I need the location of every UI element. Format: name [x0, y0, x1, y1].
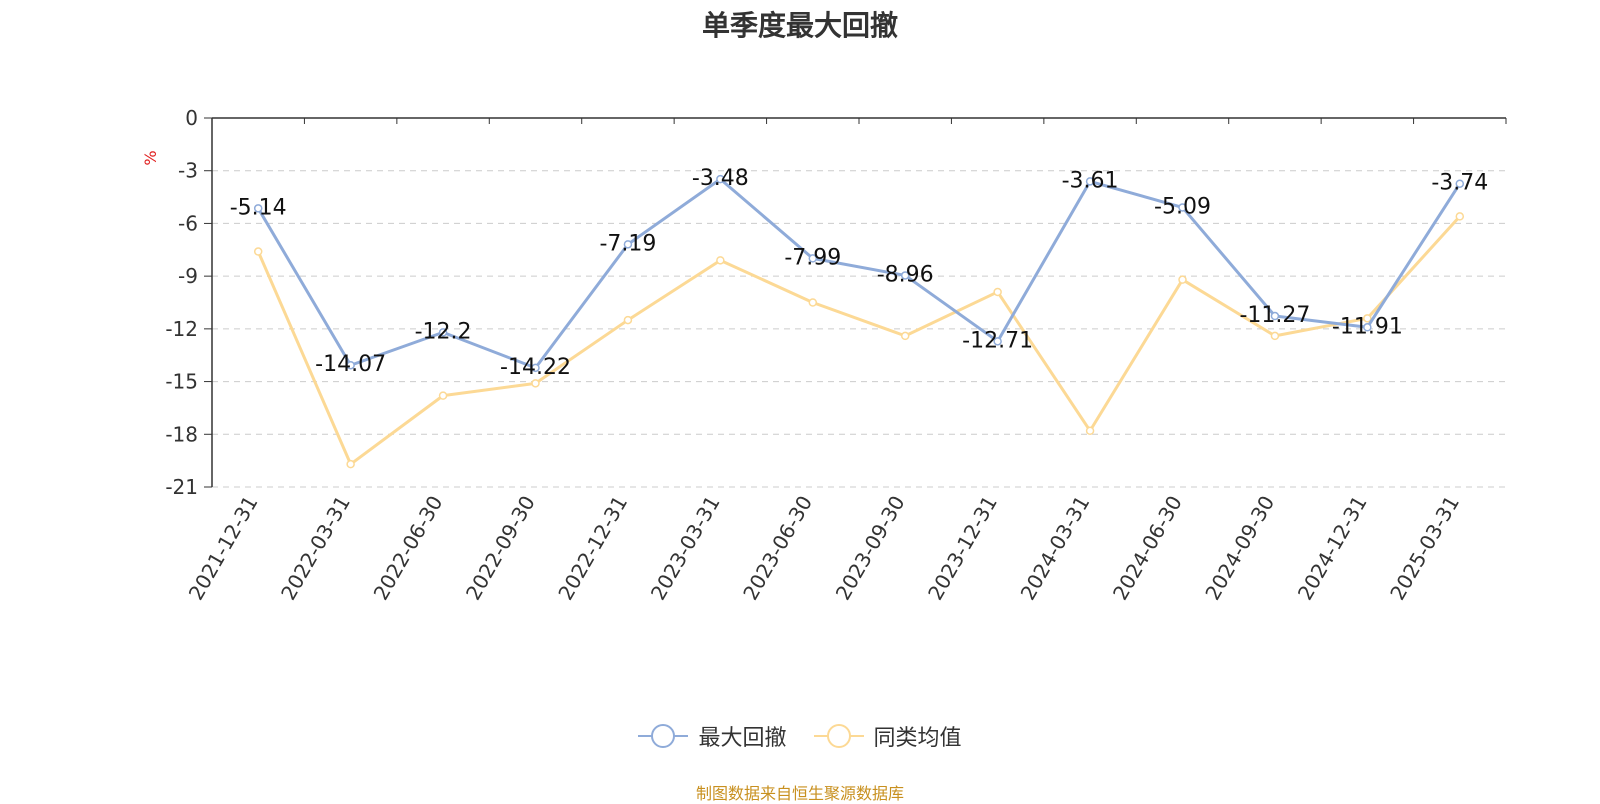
- data-label: -3.74: [1431, 171, 1488, 196]
- data-point-0: [531, 363, 540, 373]
- data-label: -8.96: [877, 262, 934, 287]
- data-point-1: [1085, 426, 1095, 436]
- data-point-1: [1363, 314, 1372, 323]
- legend-item-peer-average[interactable]: 同类均值: [813, 720, 962, 752]
- x-tick-label: 2024-12-31: [1293, 492, 1372, 605]
- data-point-1: [253, 247, 263, 256]
- y-tick-label: -18: [165, 422, 198, 446]
- data-point-1: [346, 459, 355, 469]
- y-tick-label: -6: [178, 211, 198, 235]
- data-point-0: [993, 337, 1002, 346]
- legend: 最大回撤 同类均值: [0, 720, 1600, 754]
- data-label: -5.09: [1154, 194, 1211, 219]
- x-tick-label: 2025-03-31: [1385, 492, 1464, 605]
- data-point-1: [531, 379, 540, 388]
- data-point-1: [1455, 212, 1465, 221]
- data-point-0: [1270, 311, 1280, 321]
- data-label: -3.61: [1062, 168, 1119, 193]
- data-label: -7.19: [599, 231, 656, 256]
- data-point-1: [993, 287, 1002, 297]
- x-tick-label: 2024-09-30: [1200, 492, 1279, 605]
- data-point-1: [900, 331, 910, 341]
- data-point-1: [1270, 331, 1280, 341]
- data-point-0: [900, 271, 910, 280]
- legend-swatch-max-drawdown: [638, 724, 689, 748]
- chart-title: 单季度最大回撤: [701, 9, 898, 42]
- data-label: -14.07: [315, 352, 386, 377]
- x-tick-label: 2024-06-30: [1108, 492, 1187, 605]
- data-point-0: [1363, 323, 1372, 332]
- series-line-1: [256, 215, 1461, 466]
- x-tick-label: 2022-09-30: [461, 492, 540, 605]
- x-tick-label: 2021-12-31: [184, 492, 263, 605]
- series-line-0: [256, 177, 1462, 370]
- data-point-0: [1455, 179, 1465, 188]
- y-tick-label: 0: [185, 106, 198, 130]
- data-point-0: [1085, 177, 1095, 186]
- data-point-1: [808, 298, 818, 307]
- y-axis-label: %: [141, 150, 160, 165]
- y-tick-label: -9: [178, 264, 198, 288]
- y-tick-label: -3: [178, 159, 198, 183]
- x-tick-label: 2022-12-31: [553, 492, 632, 605]
- x-tick-label: 2023-03-31: [646, 492, 725, 605]
- data-point-1: [438, 391, 448, 400]
- legend-label-peer-average: 同类均值: [873, 726, 962, 751]
- data-point-0: [346, 360, 355, 370]
- data-label: -7.99: [784, 245, 841, 270]
- data-label: -11.91: [1332, 314, 1403, 339]
- x-tick-label: 2024-03-31: [1015, 492, 1094, 605]
- legend-swatch-peer-average: [813, 724, 864, 748]
- data-point-1: [716, 256, 725, 265]
- data-point-0: [438, 328, 448, 337]
- legend-label-max-drawdown: 最大回撤: [698, 726, 787, 751]
- x-tick-label: 2022-03-31: [276, 492, 355, 605]
- data-point-0: [716, 174, 725, 184]
- x-tick-label: 2022-06-30: [368, 491, 447, 604]
- x-tick-label: 2023-09-30: [831, 492, 910, 605]
- legend-item-max-drawdown[interactable]: 最大回撤: [638, 720, 787, 752]
- data-point-1: [623, 315, 633, 325]
- y-tick-label: -21: [165, 475, 198, 499]
- data-point-1: [1178, 275, 1187, 284]
- y-tick-label: -15: [165, 370, 198, 394]
- x-tick-label: 2023-12-31: [923, 491, 1002, 604]
- data-point-0: [623, 240, 633, 249]
- source-note: 制图数据来自恒生聚源数据库: [695, 784, 904, 803]
- data-label: -14.22: [500, 355, 571, 380]
- data-label: -12.2: [415, 319, 472, 344]
- data-point-0: [1178, 203, 1187, 212]
- data-point-0: [253, 204, 263, 213]
- x-tick-label: 2023-06-30: [738, 492, 817, 605]
- data-label: -11.27: [1239, 303, 1310, 328]
- data-point-0: [808, 254, 818, 263]
- data-label: -5.14: [230, 195, 287, 220]
- y-tick-label: -12: [165, 317, 198, 341]
- data-label: -12.71: [962, 328, 1033, 353]
- data-label: -3.48: [692, 166, 749, 191]
